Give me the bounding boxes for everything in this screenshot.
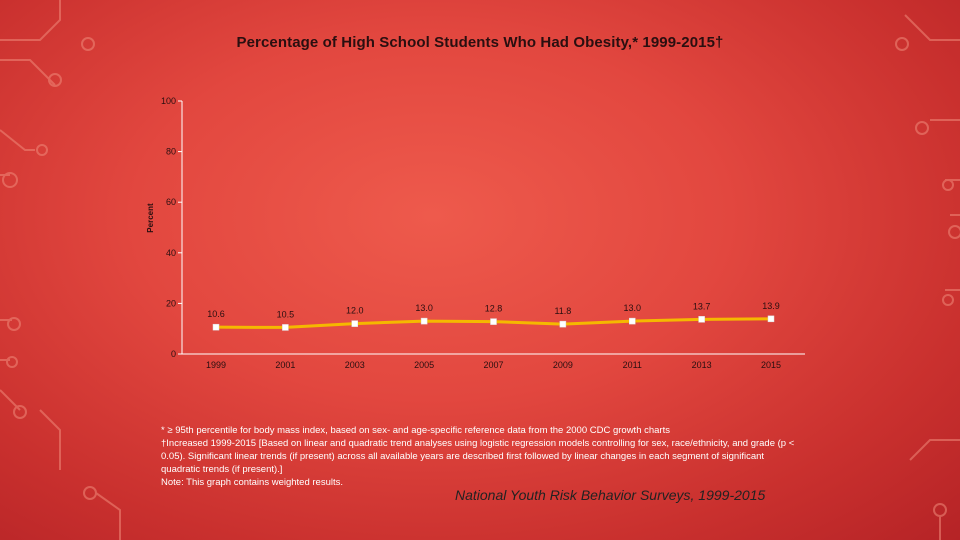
chart-title: Percentage of High School Students Who H… xyxy=(236,34,724,51)
data-label: 11.8 xyxy=(554,306,571,316)
x-tick-label: 2009 xyxy=(553,360,573,370)
data-label: 13.0 xyxy=(623,303,641,313)
data-label: 12.0 xyxy=(346,306,364,316)
data-label: 10.6 xyxy=(207,309,225,319)
x-tick-label: 2011 xyxy=(623,360,642,370)
data-label: 12.8 xyxy=(485,304,503,314)
x-tick-label: 2007 xyxy=(483,360,503,370)
data-point xyxy=(351,320,358,327)
footnote-obesity-definition: * ≥ 95th percentile for body mass index,… xyxy=(161,425,670,436)
y-tick-label: 100 xyxy=(161,96,176,106)
data-point xyxy=(559,320,567,328)
footnotes: * ≥ 95th percentile for body mass index,… xyxy=(161,424,801,489)
x-tick-label: 2015 xyxy=(761,360,781,370)
data-point xyxy=(212,323,220,331)
x-tick-label: 1999 xyxy=(206,360,226,370)
source-caption: National Youth Risk Behavior Surveys, 19… xyxy=(455,487,766,503)
data-label: 10.5 xyxy=(277,309,295,319)
footnote-weighted: Note: This graph contains weighted resul… xyxy=(161,477,344,488)
footnote-trend: †Increased 1999-2015 [Based on linear an… xyxy=(161,438,795,475)
data-point xyxy=(420,317,428,325)
data-point xyxy=(629,317,636,325)
data-point xyxy=(767,315,775,323)
y-tick-label: 20 xyxy=(166,298,176,308)
x-tick-label: 2013 xyxy=(692,360,712,370)
data-point xyxy=(282,324,289,331)
x-tick-label: 2001 xyxy=(275,360,295,370)
data-point xyxy=(698,316,705,323)
x-tick-label: 2003 xyxy=(345,360,365,370)
data-label: 13.0 xyxy=(415,303,433,313)
y-tick-label: 60 xyxy=(166,197,176,207)
y-axis-label: Percent xyxy=(146,203,155,233)
y-tick-label: 80 xyxy=(166,147,176,157)
y-tick-label: 40 xyxy=(166,248,176,258)
x-tick-label: 2005 xyxy=(414,360,434,370)
y-tick-label: 0 xyxy=(171,349,176,359)
data-label: 13.9 xyxy=(762,301,780,311)
data-point xyxy=(490,318,497,325)
data-label: 13.7 xyxy=(693,301,711,311)
